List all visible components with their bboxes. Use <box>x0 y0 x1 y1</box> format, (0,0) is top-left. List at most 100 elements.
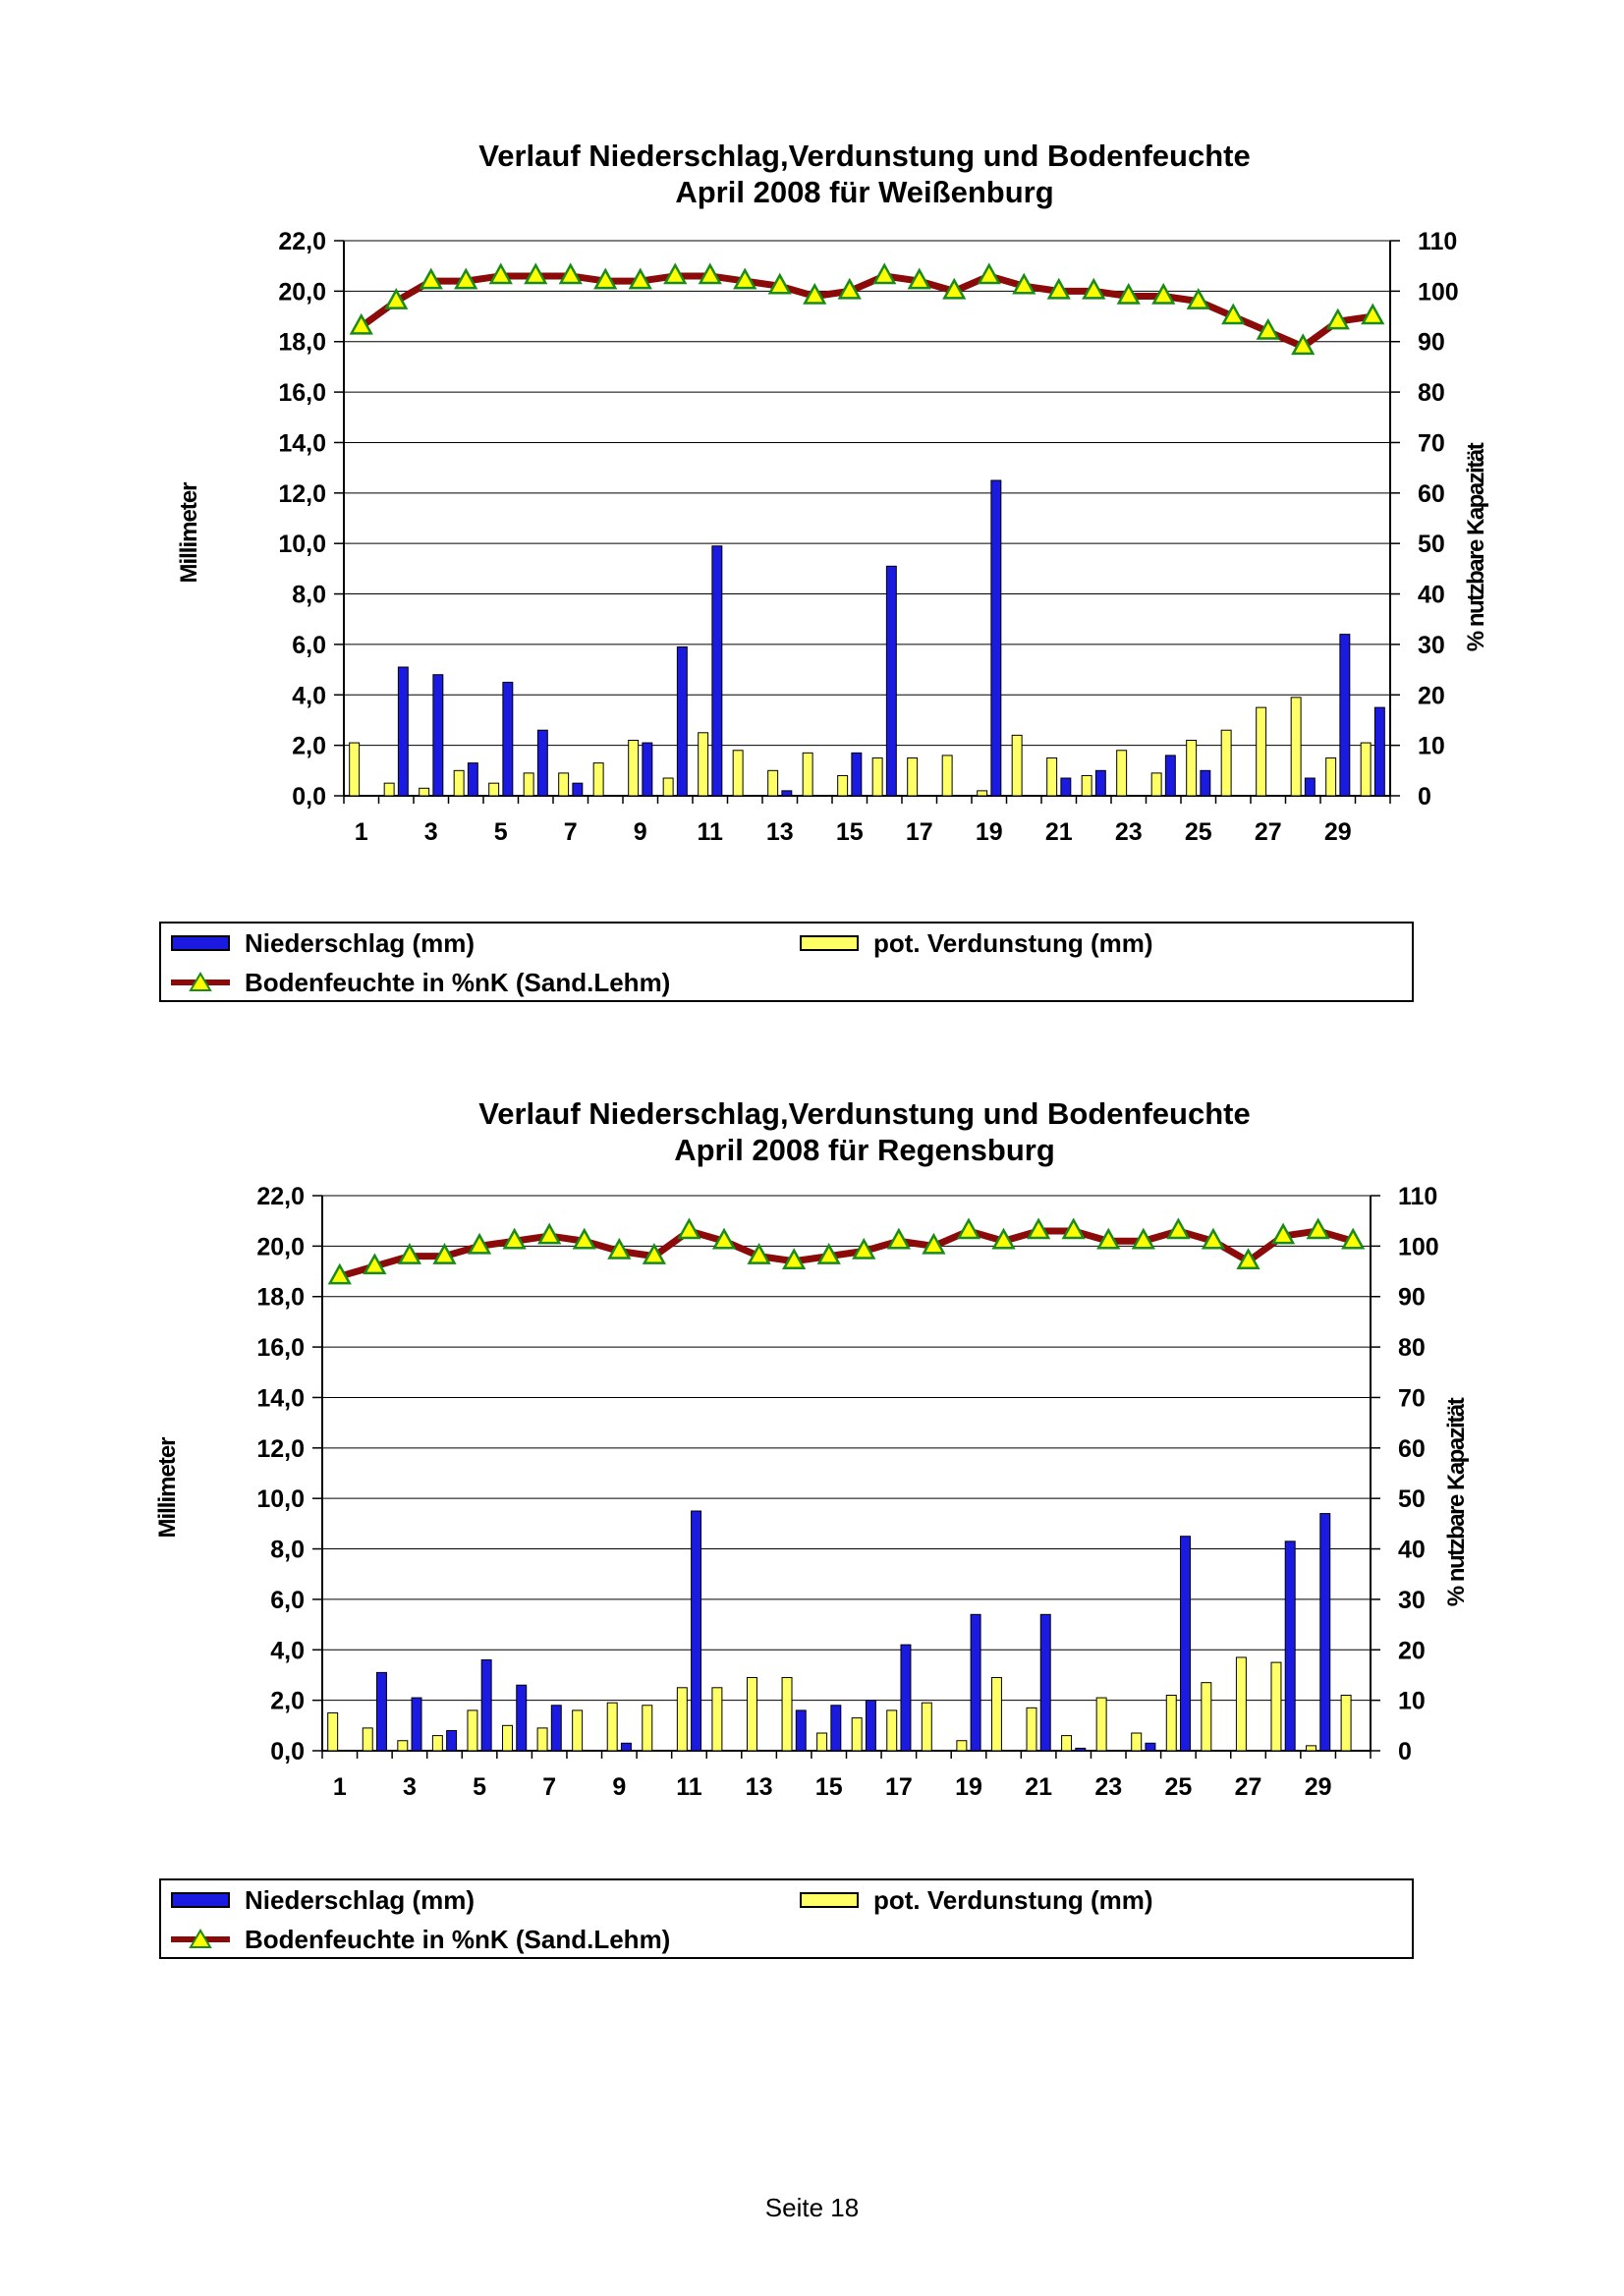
legend-label-evap: pot. Verdunstung (mm) <box>873 1885 1153 1915</box>
y2-tick-label: 90 <box>1418 329 1445 357</box>
bar-precip <box>536 729 548 797</box>
bar-evap <box>676 1687 688 1752</box>
bar-evap <box>941 755 953 797</box>
bar-evap <box>1201 1682 1212 1752</box>
bar-evap <box>662 777 674 797</box>
x-tick-label: 23 <box>1094 1773 1122 1801</box>
bar-precip <box>970 1613 981 1752</box>
soil-point <box>607 1237 632 1260</box>
bar-precip <box>1284 1540 1296 1752</box>
bar-evap <box>1325 756 1337 797</box>
x-tick-label: 11 <box>676 1773 702 1801</box>
bar-precip <box>711 545 723 797</box>
soil-point <box>454 267 478 290</box>
bar-evap <box>1256 706 1267 797</box>
soil-point <box>852 1237 876 1260</box>
soil-point <box>524 262 548 285</box>
soil-point <box>1256 317 1280 340</box>
soil-point <box>1082 277 1106 300</box>
soil-point <box>1201 1227 1226 1250</box>
x-tick-label: 25 <box>1185 818 1212 846</box>
bar-evap <box>837 774 849 797</box>
chart-plot-area: 0,0 2,0 4,0 6,0 8,0 10,0 12,0 14,0 16,0 18,0 20,0 2… <box>154 1183 1470 1801</box>
soil-point <box>1291 333 1316 356</box>
y2-tick-label: 40 <box>1398 1537 1426 1564</box>
bar-precip <box>1145 1742 1156 1752</box>
bar-evap <box>816 1732 828 1752</box>
soil-point <box>886 1227 911 1250</box>
chart-legend: Niederschlag (mm) pot. Verdunstung (mm) … <box>159 922 1414 1002</box>
x-tick-label: 23 <box>1115 818 1143 846</box>
y2-tick-label: 70 <box>1418 429 1445 457</box>
soil-point <box>942 277 967 300</box>
chart-title-line2: April 2008 für Weißenburg <box>675 175 1054 209</box>
y2-tick-label: 10 <box>1418 733 1445 760</box>
y2-tick-label: 30 <box>1398 1587 1426 1614</box>
bar-evap <box>1150 772 1162 797</box>
chart-title-line2: April 2008 für Regensburg <box>674 1133 1055 1167</box>
soil-point <box>872 262 897 285</box>
soil-point <box>1012 272 1036 295</box>
legend-swatch-evap <box>800 935 859 951</box>
bar-precip <box>375 1671 387 1752</box>
soil-point <box>782 1248 807 1270</box>
y2-tick-label: 0 <box>1418 783 1431 811</box>
y2-tick-label: 80 <box>1398 1334 1426 1362</box>
series-line-soil <box>359 272 1373 351</box>
soil-point <box>1116 282 1141 305</box>
y2-tick-label: 10 <box>1398 1688 1426 1715</box>
y-tick-label: 22,0 <box>278 228 326 255</box>
y2-tick-label: 50 <box>1418 531 1445 558</box>
bar-evap <box>327 1711 339 1752</box>
y2-tick-label: 20 <box>1398 1637 1426 1664</box>
y-tick-label: 12,0 <box>278 480 326 508</box>
legend-label-evap: pot. Verdunstung (mm) <box>873 928 1153 958</box>
bar-precip <box>795 1709 807 1752</box>
soil-point <box>488 262 513 285</box>
soil-point <box>803 282 827 305</box>
x-tick-label: 19 <box>976 818 1003 846</box>
y-tick-label: 4,0 <box>292 682 326 709</box>
bar-evap <box>767 769 779 797</box>
x-tick-label: 13 <box>746 1773 773 1801</box>
bar-evap <box>383 782 395 797</box>
soil-point <box>628 267 652 290</box>
y-tick-label: 8,0 <box>292 582 326 609</box>
y2-tick-label: 0 <box>1398 1738 1412 1765</box>
x-tick-label: 3 <box>424 818 438 846</box>
soil-point <box>733 267 757 290</box>
soil-point <box>816 1243 841 1264</box>
y-tick-label: 16,0 <box>278 379 326 407</box>
y-tick-label: 2,0 <box>270 1688 305 1715</box>
chart-regensburg: Verlauf Niederschlag,Verdunstung und Bod… <box>0 982 1624 2004</box>
x-tick-label: 21 <box>1045 818 1073 846</box>
legend-label-precip: Niederschlag (mm) <box>245 1885 476 1915</box>
bar-precip <box>620 1742 632 1752</box>
soil-point <box>991 1227 1016 1250</box>
soil-point <box>419 267 443 290</box>
y2-tick-label: 80 <box>1418 379 1445 407</box>
bar-evap <box>642 1705 653 1752</box>
chart-legend: Niederschlag (mm) pot. Verdunstung (mm) … <box>159 1878 1414 1959</box>
bar-evap <box>1131 1732 1143 1752</box>
bar-evap <box>802 752 813 797</box>
legend-label-soil: Bodenfeuchte in %nK (Sand.Lehm) <box>245 968 671 997</box>
bar-evap <box>1235 1656 1247 1752</box>
x-tick-label: 19 <box>955 1773 982 1801</box>
bar-precip <box>502 681 514 797</box>
bar-precip <box>572 782 584 797</box>
soil-point <box>1270 1222 1296 1245</box>
bar-evap <box>886 1709 898 1752</box>
soil-point <box>558 262 583 285</box>
y2-tick-label: 60 <box>1418 480 1445 508</box>
soil-point <box>767 272 792 295</box>
soil-point <box>698 262 722 285</box>
y-tick-label: 18,0 <box>256 1284 305 1312</box>
bar-evap <box>502 1724 513 1752</box>
bar-precip <box>1339 634 1351 797</box>
bar-precip <box>467 762 478 797</box>
soil-point <box>593 267 618 290</box>
bar-evap <box>1290 697 1302 797</box>
bar-precip <box>642 742 653 797</box>
bar-evap <box>467 1709 478 1752</box>
